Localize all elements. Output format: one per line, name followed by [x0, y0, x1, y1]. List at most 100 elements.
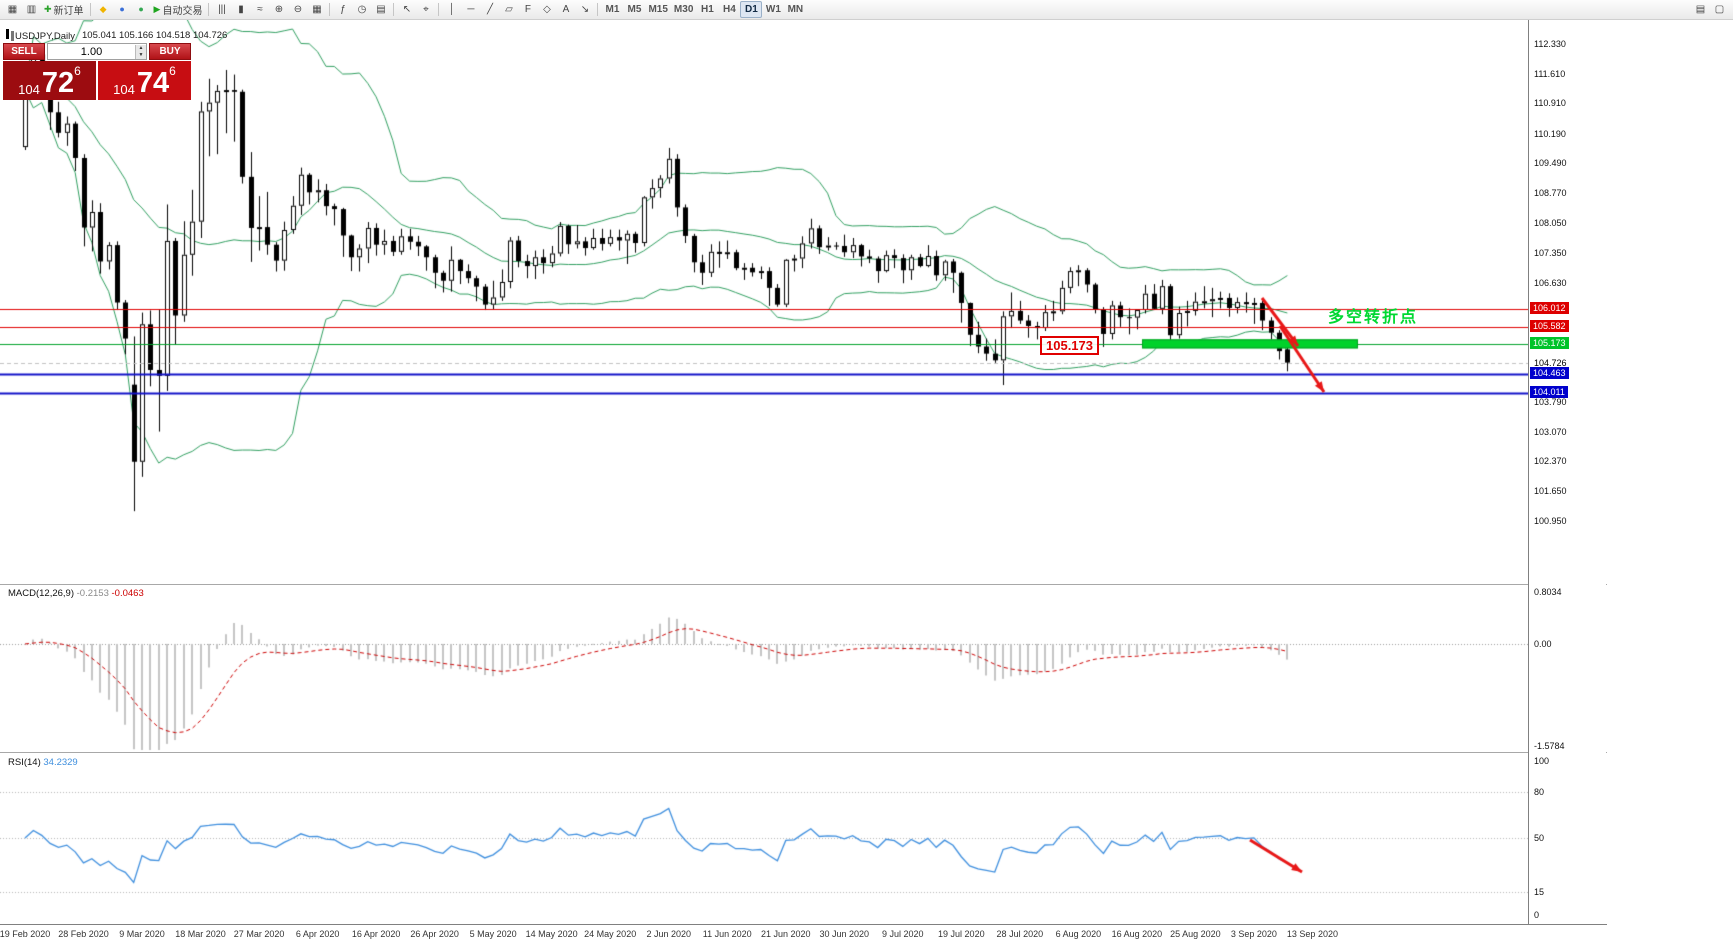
metaeditor-icon[interactable]: ◆ [94, 1, 113, 18]
date-label: 28 Jul 2020 [996, 929, 1044, 939]
new-order-button[interactable]: ✚ 新订单 [41, 1, 87, 18]
fullscreen-button[interactable]: ▢ [1710, 1, 1729, 18]
volume-value[interactable]: 1.00 [80, 45, 103, 58]
timeframe-m1-button[interactable]: M1 [601, 1, 623, 18]
profiles-icon[interactable]: ▥ [22, 1, 41, 18]
timeframe-h4-button[interactable]: H4 [718, 1, 740, 18]
date-label: 13 Sep 2020 [1286, 929, 1338, 939]
macd-canvas[interactable] [0, 586, 1528, 752]
timeframe-m15-button[interactable]: M15 [645, 1, 670, 18]
candle-chart-button[interactable]: ▮ [231, 1, 250, 18]
date-label: 25 Aug 2020 [1170, 929, 1221, 939]
timeframe-mn-button[interactable]: MN [784, 1, 806, 18]
date-label: 28 Feb 2020 [58, 929, 109, 939]
sell-price-small: 104 [18, 81, 40, 97]
timeframe-m5-button[interactable]: M5 [623, 1, 645, 18]
toolbar-separator [393, 3, 395, 16]
periods-button[interactable]: ◷ [352, 1, 371, 18]
date-label: 19 Feb 2020 [0, 929, 51, 939]
arrows-button[interactable]: ↘ [575, 1, 594, 18]
tile-windows-button[interactable]: ▦ [307, 1, 326, 18]
metaeditor-icon-icon: ◆ [99, 4, 107, 14]
volume-down-icon[interactable]: ▼ [136, 51, 146, 59]
rsi-axis-label: 50 [1534, 833, 1545, 843]
print-button[interactable]: ▤ [1691, 1, 1710, 18]
macd-splitter[interactable] [0, 584, 1607, 586]
rsi-canvas[interactable] [0, 755, 1528, 921]
buy-price-box[interactable]: 104 74 6 [98, 61, 191, 100]
market-icon[interactable]: ● [113, 1, 132, 18]
rsi-axis-label: 80 [1534, 786, 1545, 797]
line-chart-button[interactable]: ≈ [250, 1, 269, 18]
date-label: 5 May 2020 [469, 929, 517, 939]
date-axis[interactable]: 19 Feb 2020 28 Feb 2020 9 Mar 2020 18 Mar 2… [0, 924, 1607, 944]
autotrading-button[interactable]: ▶ 自动交易 [151, 1, 206, 18]
price-axis[interactable]: 112.330 111.610 110.910 110.190 109.490 108.7… [1528, 20, 1606, 924]
volume-field[interactable]: 1.00 ▲ ▼ [47, 43, 147, 60]
horizontal-line-button[interactable]: ─ [461, 1, 480, 18]
price-tag: 104.726 [1534, 357, 1567, 368]
bar-chart-button[interactable]: ||| [212, 1, 231, 18]
cursor-button[interactable]: ↖ [397, 1, 416, 18]
price-axis-label: 110.190 [1534, 128, 1566, 139]
main-chart-canvas[interactable] [0, 20, 1528, 584]
volume-up-icon[interactable]: ▲ [136, 44, 146, 52]
toolbar-left-group: ▦ ▥ ✚ 新订单 ◆ ● ● ▶ 自动交易 ||| ▮ ≈ ⊕ ⊖ ▦ ƒ ◷ ▤ ↖ ⌖ │ ─ ╱ ▱ F ◇ A ↘ M1 M5 M… [3, 1, 806, 18]
price-tag: 106.012 [1530, 301, 1569, 314]
crosshair-button[interactable]: ⌖ [416, 1, 435, 18]
date-label: 18 Mar 2020 [175, 929, 226, 939]
buy-price-sup: 6 [169, 64, 176, 78]
date-label: 9 Jul 2020 [882, 929, 924, 939]
price-tag: 104.463 [1530, 366, 1569, 379]
sell-price-sup: 6 [74, 64, 81, 78]
trendline-button[interactable]: ╱ [480, 1, 499, 18]
channel-button[interactable]: ▱ [499, 1, 518, 18]
timeframe-h1-button[interactable]: H1 [696, 1, 718, 18]
sell-button[interactable]: SELL [3, 43, 45, 60]
date-label: 14 May 2020 [525, 929, 578, 939]
zoom-out-button[interactable]: ⊖ [288, 1, 307, 18]
fibonacci-button[interactable]: F [518, 1, 537, 18]
toolbar-separator [89, 3, 91, 16]
price-axis-label: 102.370 [1534, 456, 1567, 467]
date-label: 3 Sep 2020 [1230, 929, 1277, 939]
sell-price-box[interactable]: 104 72 6 [3, 61, 96, 100]
timeframe-d1-button[interactable]: D1 [740, 1, 763, 18]
price-axis-label: 111.610 [1534, 69, 1566, 80]
buy-button[interactable]: BUY [149, 43, 191, 60]
buy-price-small: 104 [113, 81, 135, 97]
macd-axis-label: -1.5784 [1534, 741, 1565, 751]
date-label: 24 May 2020 [584, 929, 637, 939]
volume-spinner[interactable]: ▲ ▼ [135, 44, 146, 59]
indicators-button[interactable]: ƒ [333, 1, 352, 18]
signals-icon[interactable]: ● [132, 1, 151, 18]
macd-axis-label: 0.00 [1534, 638, 1552, 649]
templates-button[interactable]: ▤ [371, 1, 390, 18]
date-label: 26 Apr 2020 [410, 929, 459, 939]
price-axis-label: 106.630 [1534, 277, 1567, 288]
date-label: 16 Aug 2020 [1111, 929, 1163, 939]
shapes-button[interactable]: ◇ [537, 1, 556, 18]
date-label: 11 Jun 2020 [702, 929, 752, 939]
text-button[interactable]: A [556, 1, 575, 18]
timeframe-m30-button[interactable]: M30 [671, 1, 696, 18]
timeframe-w1-button[interactable]: W1 [762, 1, 784, 18]
vertical-line-button[interactable]: │ [442, 1, 461, 18]
rsi-label: RSI(14) 34.2329 [8, 757, 78, 768]
date-label: 19 Jul 2020 [938, 929, 985, 939]
rsi-value: 34.2329 [43, 757, 78, 768]
rsi-splitter[interactable] [0, 752, 1607, 754]
price-axis-label: 103.790 [1534, 396, 1567, 407]
rsi-axis-label: 15 [1534, 886, 1545, 897]
date-label: 30 Jun 2020 [819, 929, 870, 939]
rsi-axis-label: 100 [1534, 756, 1550, 766]
rsi-title: RSI(14) [8, 757, 41, 768]
date-label: 21 Jun 2020 [760, 929, 811, 939]
buy-price-big: 74 [136, 67, 170, 100]
chart-header: USDJPY,Daily 105.041 105.166 104.518 104… [6, 29, 227, 42]
support-price-label: 105.173 [1040, 336, 1099, 355]
chart-window-icon[interactable]: ▦ [3, 1, 22, 18]
zoom-in-button[interactable]: ⊕ [269, 1, 288, 18]
chart-ohlc-values: 105.041 105.166 104.518 104.726 [82, 30, 228, 41]
